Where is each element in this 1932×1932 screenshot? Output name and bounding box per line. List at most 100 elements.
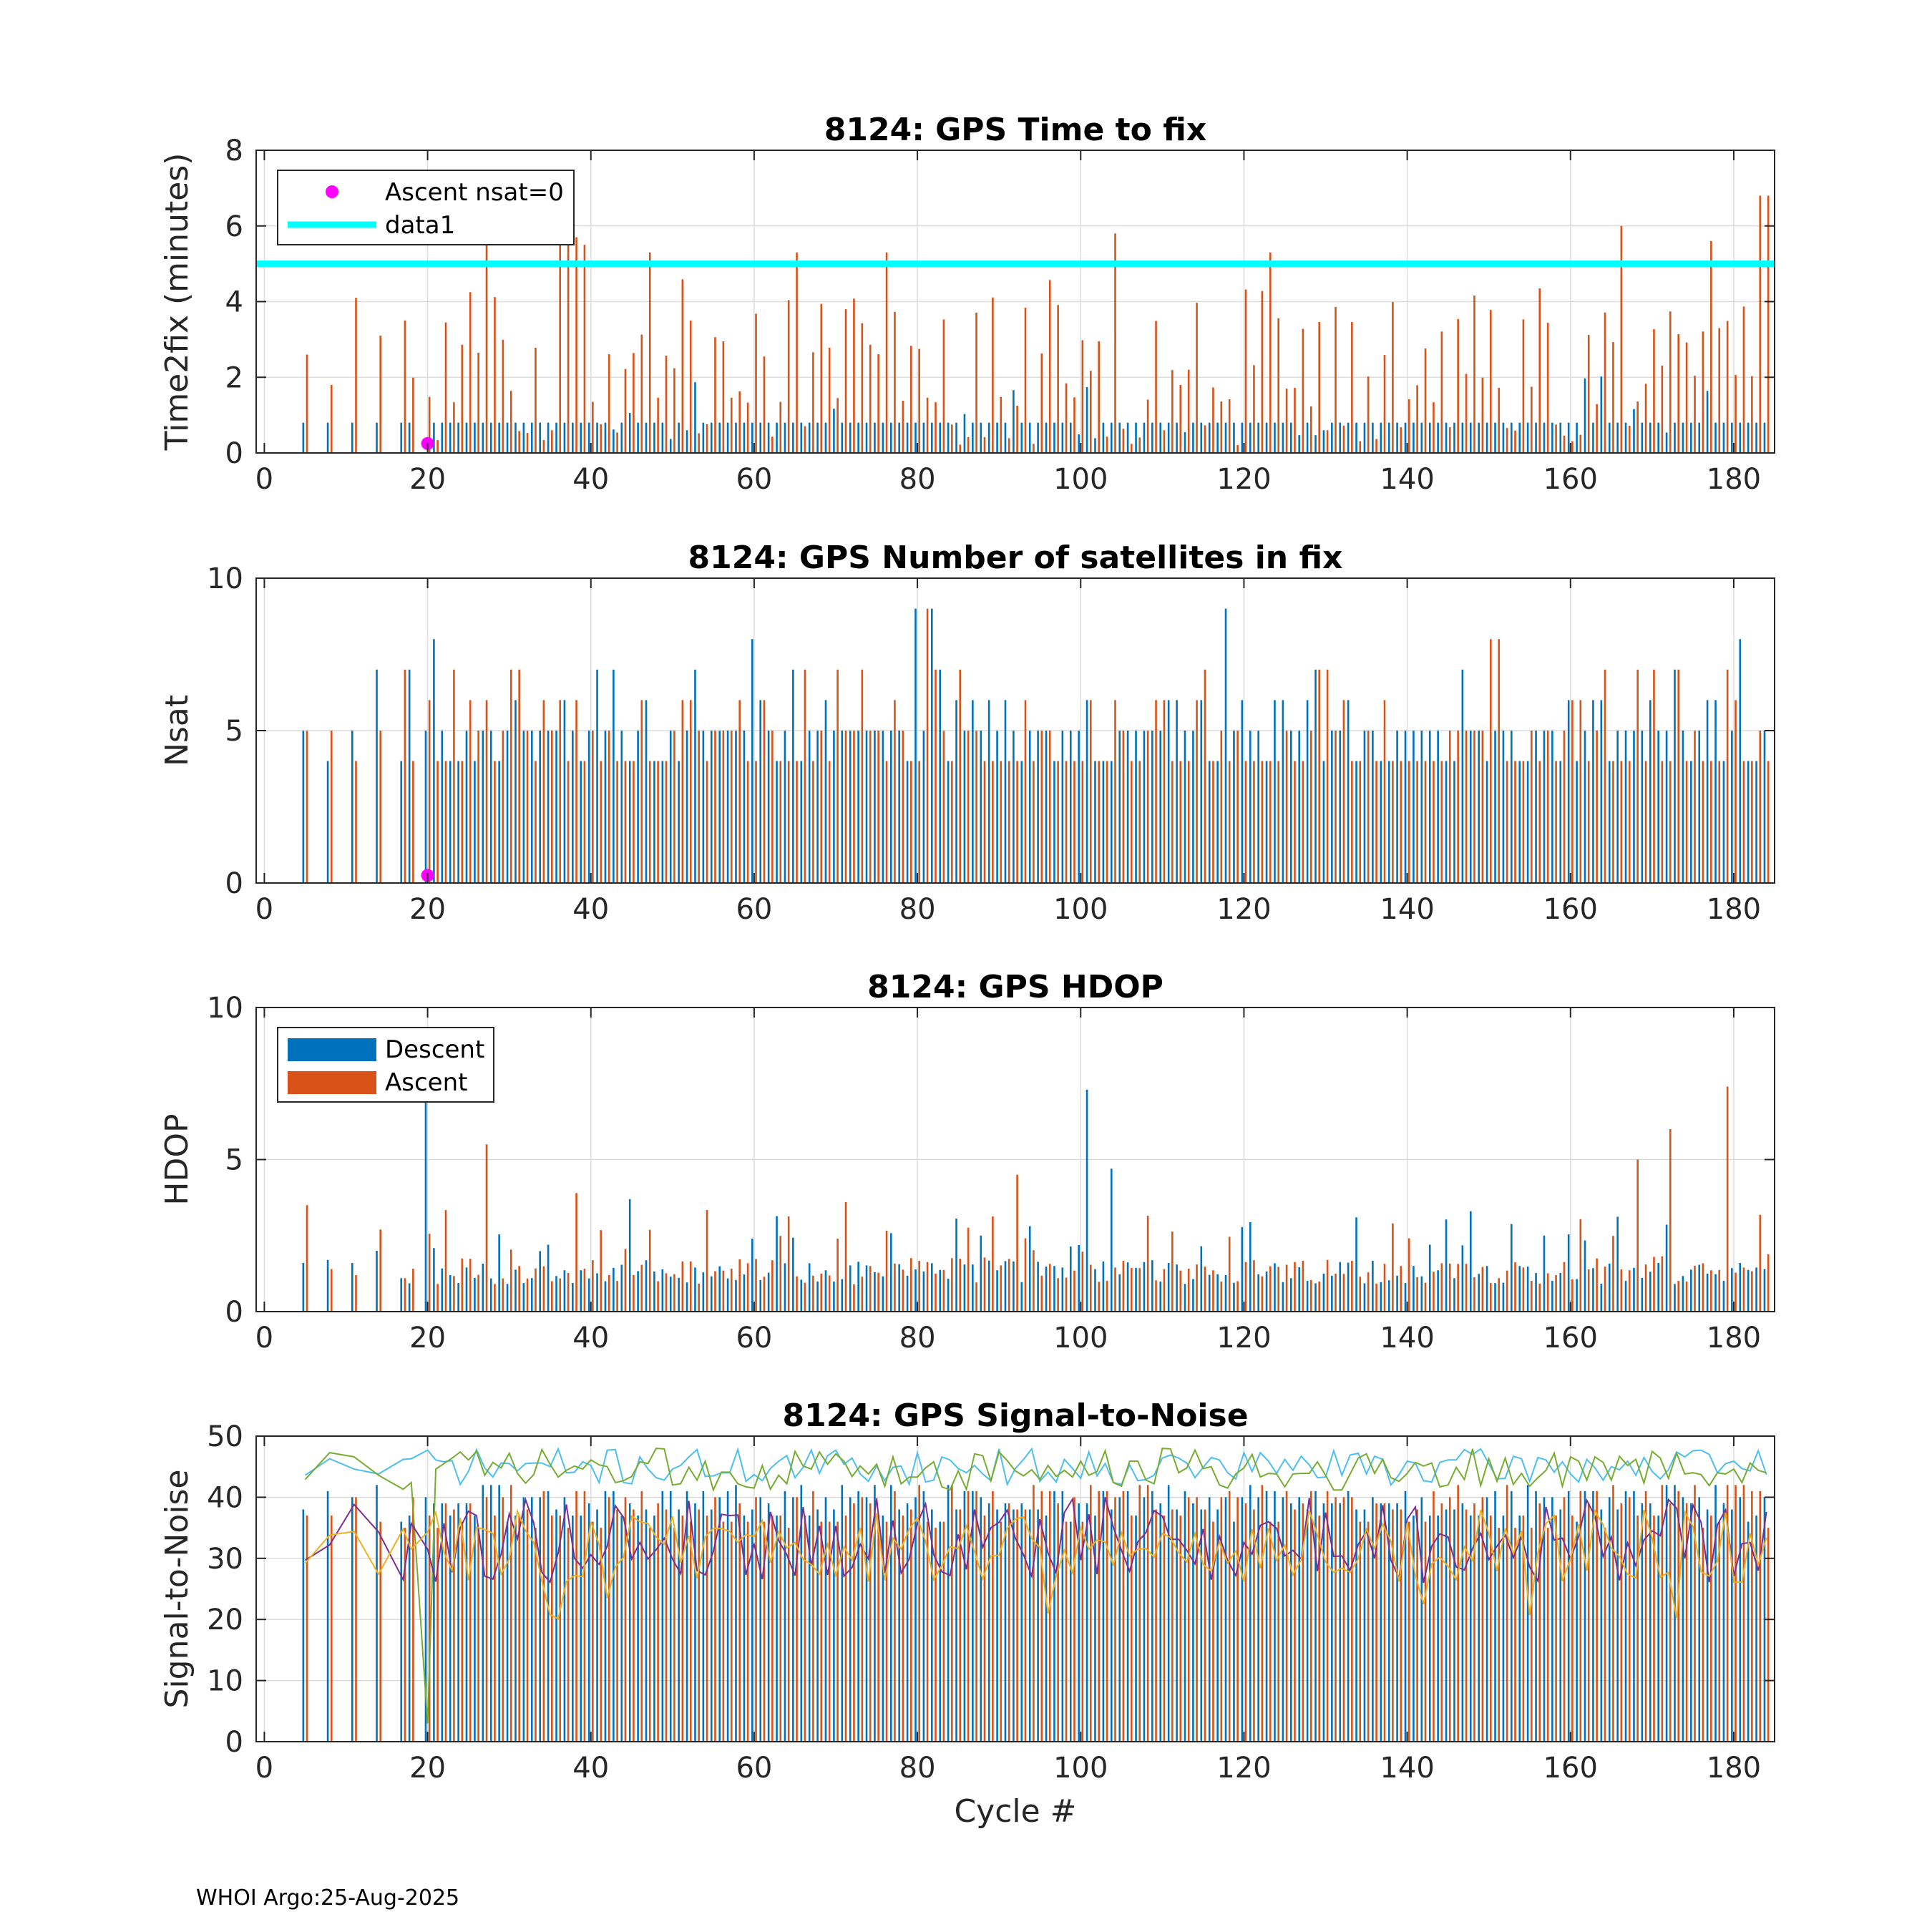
bar-descent: [987, 422, 990, 453]
bar-descent: [604, 1491, 607, 1742]
bar-ascent: [1587, 1269, 1590, 1312]
bar-ascent: [633, 1275, 635, 1312]
bar-ascent: [1465, 374, 1468, 453]
bar-ascent: [1514, 1262, 1516, 1312]
bar-ascent: [1244, 761, 1247, 883]
bar-descent: [1314, 669, 1317, 883]
bar-ascent: [877, 731, 879, 883]
bar-descent: [1151, 1491, 1153, 1742]
bar-ascent: [1131, 761, 1133, 883]
bar-ascent: [477, 731, 479, 883]
bar-descent: [563, 1497, 566, 1742]
bar-ascent: [1416, 1277, 1418, 1312]
bar-ascent: [559, 245, 562, 453]
bar-descent: [457, 1503, 459, 1742]
y-tick-label: 40: [207, 1481, 243, 1514]
bar-ascent: [1212, 1521, 1214, 1742]
bar-ascent: [1416, 1509, 1418, 1742]
bar-ascent: [1416, 385, 1418, 453]
bar-descent: [1469, 422, 1472, 453]
bar-descent: [767, 1503, 770, 1742]
bar-ascent: [461, 1258, 464, 1312]
bar-ascent: [1016, 761, 1018, 883]
bar-descent: [1159, 1281, 1162, 1312]
bar-ascent: [1335, 1273, 1337, 1312]
bar-ascent: [640, 334, 643, 453]
bar-descent: [669, 731, 672, 883]
bar-ascent: [1473, 1277, 1475, 1312]
bar-descent: [1755, 1267, 1757, 1312]
bar-ascent: [657, 1281, 659, 1312]
bar-descent: [776, 761, 778, 883]
bar-descent: [1224, 608, 1227, 883]
bar-descent: [1045, 422, 1048, 453]
bar-ascent: [828, 761, 831, 883]
bar-ascent: [1465, 731, 1468, 883]
bar-descent: [735, 1279, 737, 1312]
bar-descent: [1469, 731, 1472, 883]
bar-ascent: [1490, 310, 1492, 453]
bar-ascent: [1057, 1278, 1059, 1312]
bar-ascent: [1759, 1214, 1762, 1312]
bar-descent: [1511, 422, 1513, 453]
bar-ascent: [1465, 1264, 1468, 1312]
bar-ascent: [975, 1282, 977, 1312]
bar-ascent: [1612, 761, 1614, 883]
bar-descent: [1682, 731, 1684, 883]
bar-descent: [596, 1273, 598, 1312]
bar-ascent: [1106, 436, 1108, 453]
bar-descent: [726, 422, 729, 453]
bar-descent: [1372, 731, 1374, 883]
bar-descent: [1322, 761, 1325, 883]
x-tick-label: 40: [572, 1752, 609, 1785]
bar-descent: [628, 1503, 631, 1742]
bar-ascent: [1571, 1516, 1574, 1742]
bar-descent: [1298, 435, 1300, 453]
bar-ascent: [1114, 1267, 1116, 1312]
bar-ascent: [444, 322, 447, 453]
bar-descent: [1674, 422, 1676, 453]
bar-ascent: [755, 1259, 757, 1312]
bar-ascent: [1751, 761, 1753, 883]
bar-descent: [482, 1263, 484, 1312]
x-tick-label: 0: [255, 1322, 273, 1355]
bar-ascent: [1310, 1279, 1312, 1312]
bar-ascent: [1407, 1521, 1410, 1742]
bar-ascent: [967, 1491, 970, 1742]
bar-ascent: [1710, 1516, 1712, 1742]
bar-ascent: [1285, 389, 1288, 453]
bar-ascent: [1473, 296, 1475, 453]
bar-ascent: [1726, 1086, 1729, 1312]
bar-descent: [743, 1516, 746, 1742]
bar-ascent: [1236, 1281, 1239, 1312]
bar-descent: [1387, 1280, 1390, 1312]
bar-ascent: [1081, 1521, 1084, 1742]
bar-descent: [906, 1275, 909, 1312]
bar-ascent: [738, 1503, 741, 1742]
bar-ascent: [1735, 375, 1737, 453]
bar-descent: [931, 608, 933, 883]
bar-ascent: [1522, 761, 1525, 883]
bar-ascent: [885, 761, 888, 883]
bar-descent: [1184, 1284, 1186, 1312]
bar-ascent: [1546, 1528, 1549, 1742]
x-tick-label: 140: [1380, 1322, 1434, 1355]
bar-descent: [1372, 422, 1374, 453]
bar-ascent: [1131, 444, 1133, 453]
bar-ascent: [1024, 307, 1027, 453]
bar-descent: [1274, 1491, 1276, 1742]
bar-descent: [1698, 1497, 1701, 1742]
bar-ascent: [1555, 1275, 1557, 1312]
bar-ascent: [1742, 1267, 1745, 1312]
bar-ascent: [1669, 311, 1672, 453]
bar-ascent: [1433, 761, 1435, 883]
bar-ascent: [1204, 1509, 1206, 1742]
bar-ascent: [779, 1516, 782, 1742]
bar-descent: [1053, 761, 1055, 883]
bar-descent: [1714, 1274, 1717, 1312]
bar-descent: [726, 731, 729, 883]
series-descent: [302, 1485, 1766, 1742]
bar-ascent: [1702, 1263, 1704, 1312]
bar-ascent: [1163, 1269, 1166, 1312]
bar-ascent: [1057, 1503, 1059, 1742]
